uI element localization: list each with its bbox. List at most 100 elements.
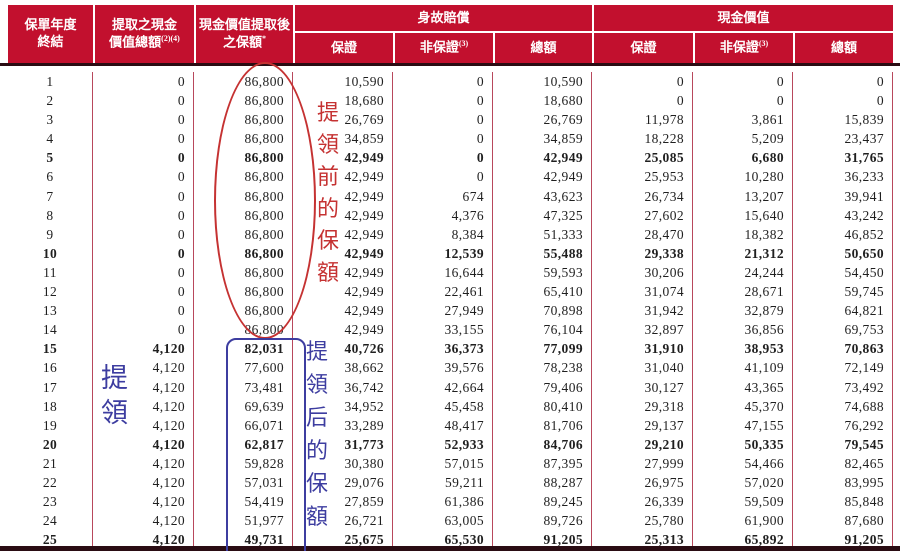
cell-value: 8,384: [393, 224, 493, 244]
cell-value: 86,800: [194, 167, 293, 187]
cell-value: 55,488: [493, 243, 592, 263]
cell-value: 27,999: [592, 453, 693, 473]
cell-value: 50,650: [793, 243, 893, 263]
cell-policy-year: 4: [8, 129, 93, 149]
cell-value: 66,071: [194, 415, 293, 435]
cell-value: 32,897: [592, 320, 693, 340]
cell-value: 21,312: [693, 243, 793, 263]
cell-value: 86,800: [194, 224, 293, 244]
cell-value: 4,120: [93, 339, 194, 359]
cell-value: 86,800: [194, 320, 293, 340]
cell-value: 62,817: [194, 434, 293, 454]
cell-value: 51,977: [194, 511, 293, 531]
header-line: 保單年度: [24, 17, 77, 33]
cell-value: 3,861: [693, 110, 793, 130]
cell-value: 86,800: [194, 186, 293, 206]
cell-policy-year: 6: [8, 167, 93, 187]
cell-value: 47,325: [493, 205, 592, 225]
cell-policy-year: 3: [8, 110, 93, 130]
cell-value: 61,900: [693, 511, 793, 531]
cell-value: 80,410: [493, 396, 592, 416]
cell-value: 0: [93, 110, 194, 130]
cell-value: 86,800: [194, 148, 293, 168]
cell-value: 70,898: [493, 301, 592, 321]
cell-value: 29,318: [592, 396, 693, 416]
cell-value: 69,753: [793, 320, 893, 340]
cell-value: 18,680: [493, 91, 592, 111]
cell-value: 86,800: [194, 205, 293, 225]
header-db-nonguaranteed: 非保證(3): [393, 31, 493, 63]
cell-value: 18,382: [693, 224, 793, 244]
cell-value: 25,675: [293, 530, 393, 550]
cell-value: 4,120: [93, 472, 194, 493]
cell-value: 49,731: [194, 530, 293, 550]
cell-value: 86,800: [194, 72, 293, 92]
cell-value: 84,706: [493, 434, 592, 454]
cell-value: 0: [93, 167, 194, 187]
cell-policy-year: 14: [8, 320, 93, 340]
cell-value: 36,233: [793, 167, 893, 187]
cell-value: 0: [93, 262, 194, 283]
cell-value: 86,800: [194, 262, 293, 283]
cell-value: 70,863: [793, 339, 893, 359]
cell-value: 54,466: [693, 453, 793, 473]
cell-policy-year: 2: [8, 91, 93, 111]
cell-value: 42,949: [293, 262, 393, 283]
cell-value: 0: [693, 72, 793, 92]
cell-value: 10,280: [693, 167, 793, 187]
header-line: 提取之現金: [111, 16, 177, 32]
cell-value: 34,859: [493, 129, 592, 149]
cell-policy-year: 10: [8, 243, 93, 263]
cell-value: 39,576: [393, 358, 493, 378]
cell-value: 74,688: [793, 396, 893, 416]
cell-value: 32,879: [693, 301, 793, 321]
cell-value: 0: [93, 129, 194, 149]
cell-value: 79,406: [493, 377, 592, 397]
cell-value: 0: [93, 224, 194, 244]
cell-value: 0: [393, 167, 493, 187]
cell-value: 0: [592, 72, 693, 92]
cell-value: 89,726: [493, 511, 592, 531]
cell-policy-year: 24: [8, 511, 93, 531]
cell-value: 83,995: [793, 472, 893, 493]
cell-value: 36,373: [393, 339, 493, 359]
cell-value: 86,800: [194, 91, 293, 111]
cell-value: 0: [393, 129, 493, 149]
cell-value: 24,244: [693, 262, 793, 283]
cell-value: 42,949: [293, 224, 393, 244]
cell-value: 65,410: [493, 282, 592, 302]
header-db-total: 總額: [493, 31, 592, 63]
cell-value: 4,120: [93, 453, 194, 473]
cell-value: 4,120: [93, 492, 194, 512]
cell-value: 39,941: [793, 186, 893, 206]
cell-value: 0: [93, 91, 194, 111]
cell-value: 86,800: [194, 301, 293, 321]
cell-value: 47,155: [693, 415, 793, 435]
cell-policy-year: 21: [8, 453, 93, 473]
cell-value: 59,593: [493, 262, 592, 283]
cell-value: 34,952: [293, 396, 393, 416]
header-withdrawn-cash-value: 提取之現金 價值總額(2)(4): [93, 5, 194, 63]
cell-value: 25,313: [592, 530, 693, 550]
cell-value: 5,209: [693, 129, 793, 149]
cell-value: 30,380: [293, 453, 393, 473]
cell-value: 45,370: [693, 396, 793, 416]
cell-policy-year: 8: [8, 205, 93, 225]
cell-value: 29,137: [592, 415, 693, 435]
cell-value: 4,120: [93, 434, 194, 454]
bottom-rule: [0, 546, 900, 551]
cell-value: 41,109: [693, 358, 793, 378]
header-cv-total: 總額: [793, 31, 893, 63]
cell-value: 18,680: [293, 91, 393, 111]
cell-value: 26,734: [592, 186, 693, 206]
cell-value: 65,892: [693, 530, 793, 550]
cell-value: 59,509: [693, 492, 793, 512]
cell-value: 15,839: [793, 110, 893, 130]
cell-value: 0: [393, 72, 493, 92]
cell-value: 43,365: [693, 377, 793, 397]
cell-value: 36,742: [293, 377, 393, 397]
cell-value: 86,800: [194, 243, 293, 263]
cell-value: 42,949: [293, 243, 393, 263]
cell-value: 57,031: [194, 472, 293, 493]
